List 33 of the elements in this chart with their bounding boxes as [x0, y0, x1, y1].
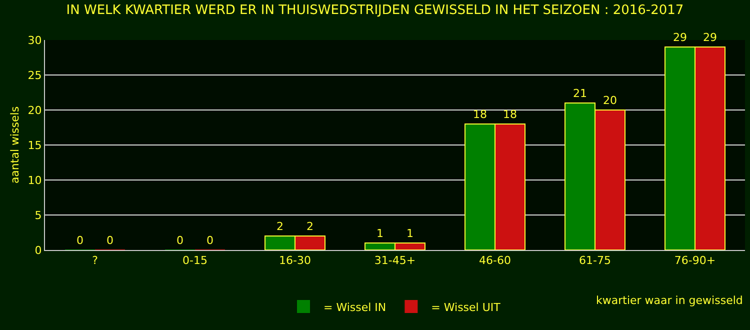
y-tick-label: 15	[28, 138, 42, 152]
data-label: 0	[76, 234, 84, 247]
y-tick-label: 5	[34, 208, 42, 222]
data-label: 0	[176, 234, 184, 247]
x-tick-label: 16-30	[279, 254, 311, 268]
data-label: 29	[673, 31, 687, 44]
x-tick-label: 76-90+	[674, 254, 716, 268]
data-label: 1	[406, 227, 414, 240]
y-axis-title: aantal wissels	[8, 106, 22, 184]
y-tick-label: 25	[28, 68, 42, 82]
x-axis-title: kwartier waar in gewisseld	[596, 294, 743, 307]
x-tick-label: 31-45+	[374, 254, 416, 268]
data-label: 1	[376, 227, 384, 240]
data-label: 18	[503, 108, 517, 121]
x-tick-label: 61-75	[579, 254, 611, 268]
y-tick-label: 10	[28, 174, 42, 187]
x-tick-label: 46-60	[479, 254, 511, 268]
data-label: 0	[106, 234, 114, 247]
legend-label: = Wissel IN	[324, 300, 386, 314]
data-label: 0	[206, 234, 214, 247]
data-label: 2	[306, 220, 314, 233]
data-label: 18	[473, 108, 487, 121]
y-tick-label: 20	[28, 104, 42, 117]
data-label: 20	[603, 94, 617, 107]
chart-title: IN WELK KWARTIER WERD ER IN THUISWEDSTRIJDEN GEWISSELD IN HET SEIZOEN : 2016-2017	[66, 3, 684, 18]
data-label: 2	[276, 220, 284, 233]
x-tick-label: ?	[92, 254, 98, 268]
legend-label: = Wissel UIT	[431, 300, 501, 314]
data-label: 29	[703, 31, 717, 44]
y-tick-label: 30	[28, 34, 42, 47]
y-tick-label: 0	[34, 244, 42, 257]
data-label: 21	[573, 87, 587, 100]
x-tick-label: 0-15	[182, 254, 208, 268]
